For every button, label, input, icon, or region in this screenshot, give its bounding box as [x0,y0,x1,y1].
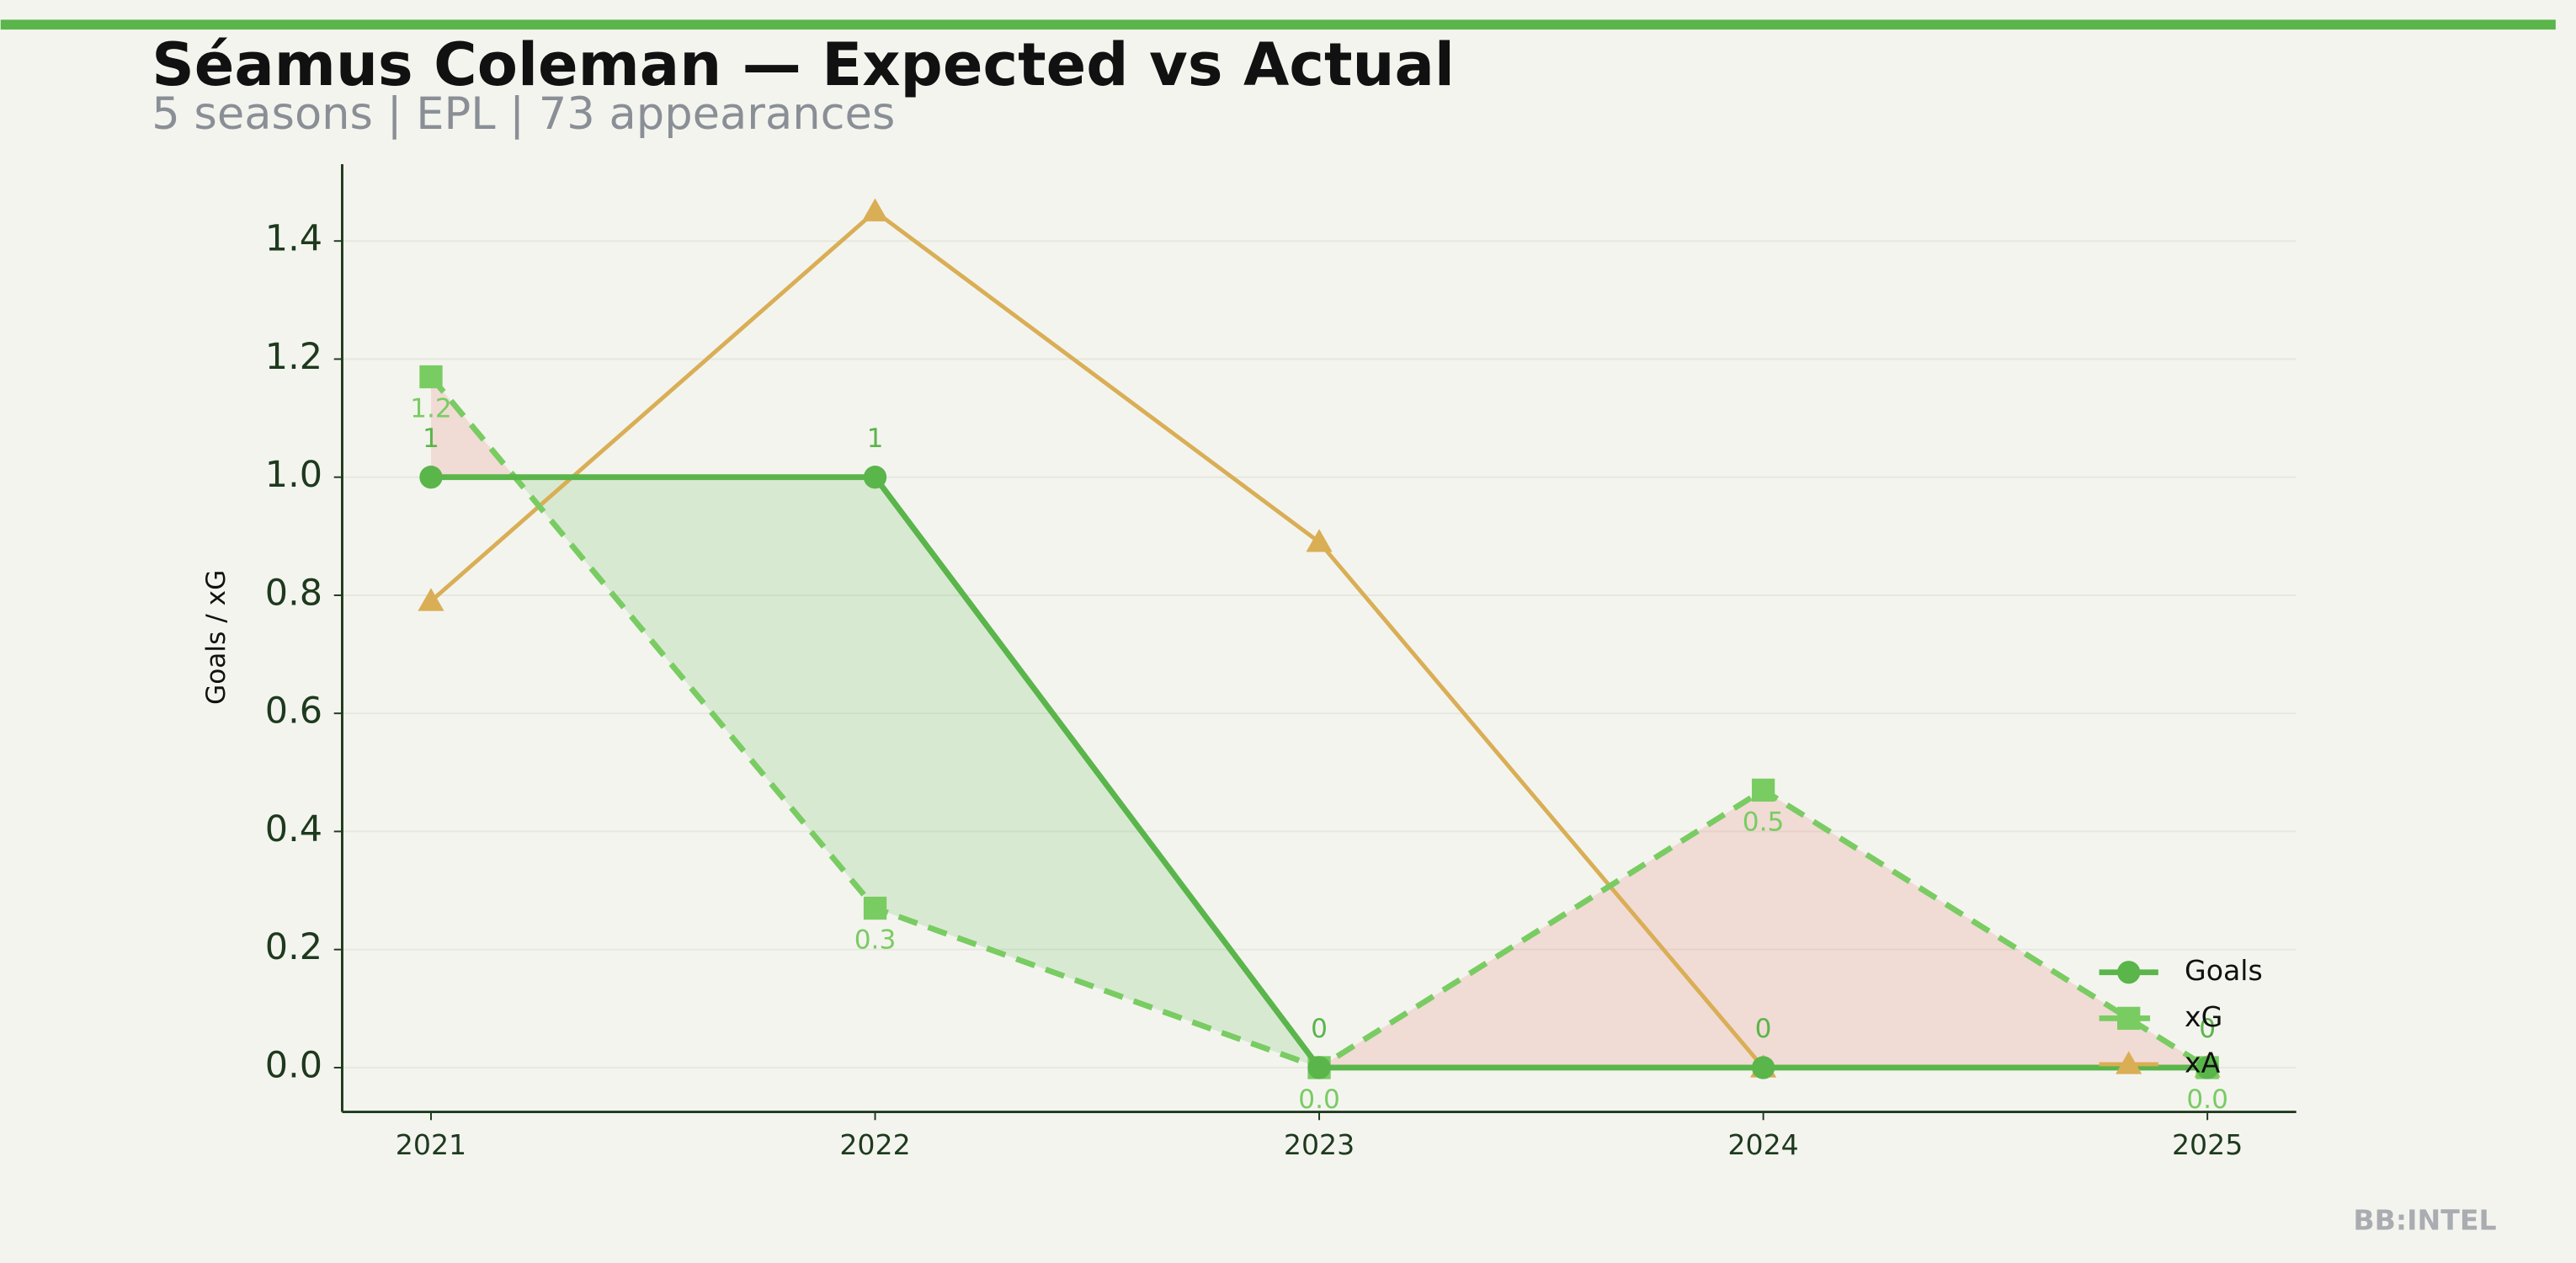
y-tick-label: 0.0 [265,1044,322,1086]
x-tick-label: 2022 [839,1128,910,1161]
data-label: 0 [1755,1014,1772,1044]
chart-title: Séamus Coleman — Expected vs Actual [152,30,1455,99]
point [418,588,444,611]
x-tick-label: 2023 [1284,1128,1355,1161]
data-label: 0 [2199,1014,2216,1044]
legend-label: Goals [2185,954,2263,987]
y-tick-label: 1.0 [265,454,322,496]
data-label: 0.0 [1298,1084,1340,1115]
data-label: 0 [1311,1014,1328,1044]
y-tick-label: 0.8 [265,572,322,614]
x-tick-label: 2025 [2172,1128,2243,1161]
legend-marker [2117,961,2141,984]
point [1751,778,1775,802]
y-tick-label: 1.4 [265,218,322,260]
point [863,466,887,489]
top-bar [0,19,2556,30]
legend-label: xG [2185,1000,2222,1033]
point [1306,529,1333,552]
legend: Goals xG xA [2099,954,2263,1079]
y-tick-label: 0.6 [265,690,322,733]
chart-subtitle: 5 seasons | EPL | 73 appearances [152,88,895,140]
data-label: 0.0 [2186,1084,2228,1115]
y-tick-label: 0.2 [265,926,322,968]
point [419,466,443,489]
point [2195,1056,2219,1079]
y-axis-label: Goals / xG [201,570,232,705]
y-tick-label: 1.2 [265,336,322,378]
data-label: 1 [423,424,439,454]
point [419,365,443,389]
point [863,896,887,920]
x-tick-label: 2024 [1727,1128,1798,1161]
legend-marker [2117,1006,2141,1031]
legend-marker [2116,1051,2142,1074]
y-tick-label: 0.4 [265,808,322,850]
footer: BB:INTEL [2353,1204,2496,1237]
x-tick-label: 2021 [396,1128,466,1161]
data-label: 0.5 [1743,807,1785,837]
data-label: 1.2 [410,394,452,424]
point [861,198,889,221]
legend-label: xA [2185,1046,2221,1079]
data-label: 0.3 [854,925,897,956]
point [1751,1056,1775,1079]
data-label: 1 [867,424,884,454]
point [1307,1056,1331,1079]
